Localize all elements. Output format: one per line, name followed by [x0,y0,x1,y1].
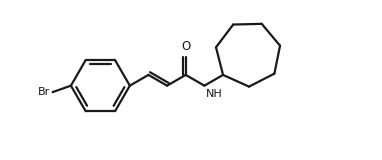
Text: O: O [181,40,190,53]
Text: Br: Br [37,87,50,97]
Text: NH: NH [206,89,223,99]
